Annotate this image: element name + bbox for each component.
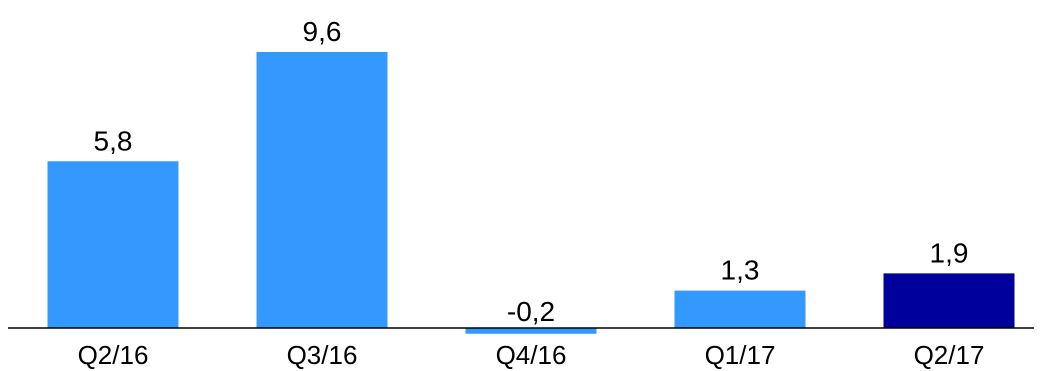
bar-q2-16	[47, 161, 179, 328]
x-tick-label-q2-16: Q2/16	[78, 340, 149, 370]
x-tick-label-q3-16: Q3/16	[287, 340, 358, 370]
bar-q4-16	[465, 328, 597, 334]
x-tick-label-q2-17: Q2/17	[914, 340, 985, 370]
bar-q2-17	[883, 273, 1015, 328]
x-tick-label-q4-16: Q4/16	[496, 340, 567, 370]
value-label-q1-17: 1,3	[721, 255, 760, 286]
value-label-q4-16: -0,2	[507, 296, 555, 327]
x-tick-labels-group: Q2/16 Q3/16 Q4/16 Q1/17 Q2/17	[78, 340, 985, 370]
bar-q3-16	[256, 52, 388, 328]
bars-group	[47, 52, 1015, 334]
x-tick-label-q1-17: Q1/17	[705, 340, 776, 370]
value-label-q2-17: 1,9	[930, 237, 969, 268]
value-label-q2-16: 5,8	[94, 125, 133, 156]
value-labels-group: 5,8 9,6 -0,2 1,3 1,9	[94, 16, 969, 327]
bar-q1-17	[674, 290, 806, 328]
value-label-q3-16: 9,6	[303, 16, 342, 47]
